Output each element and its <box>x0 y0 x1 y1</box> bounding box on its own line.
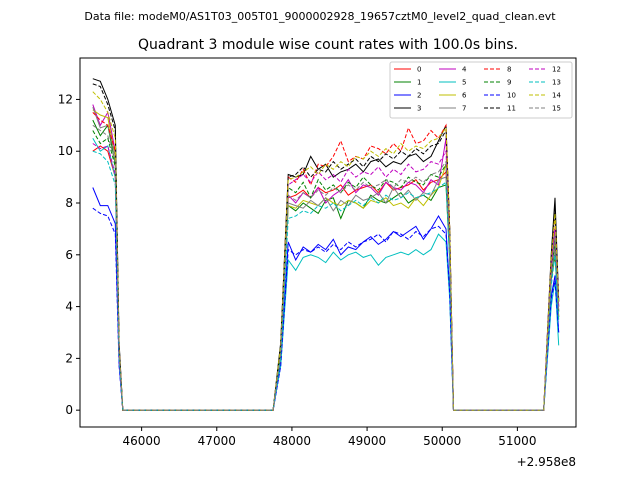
legend-label-12: 12 <box>552 66 561 74</box>
y-tick-label: 8 <box>65 196 73 210</box>
legend-label-11: 11 <box>507 105 516 113</box>
x-tick-label: 50000 <box>423 434 461 448</box>
plot-area <box>92 78 560 411</box>
x-tick-label: 48000 <box>273 434 311 448</box>
y-tick-label: 6 <box>65 248 73 262</box>
legend-label-8: 8 <box>507 66 511 74</box>
y-tick-label: 2 <box>65 351 73 365</box>
legend-label-5: 5 <box>462 79 466 87</box>
legend-label-3: 3 <box>417 105 421 113</box>
legend-label-9: 9 <box>507 79 511 87</box>
legend-label-6: 6 <box>462 92 467 100</box>
legend-label-15: 15 <box>552 105 561 113</box>
legend-label-1: 1 <box>417 79 421 87</box>
figure-suptitle: Data file: modeM0/AS1T03_005T01_90000029… <box>84 10 556 23</box>
x-axis-offset-label: +2.958e8 <box>517 455 576 469</box>
x-tick-label: 49000 <box>348 434 386 448</box>
legend-label-4: 4 <box>462 66 467 74</box>
series-line-15 <box>92 124 560 411</box>
x-tick-label: 47000 <box>198 434 236 448</box>
series-line-10 <box>92 207 560 411</box>
y-tick-label: 4 <box>65 300 73 314</box>
y-axis: 0 2 4 6 8 10 12 <box>58 92 80 417</box>
legend-box <box>389 61 573 119</box>
y-tick-label: 12 <box>58 92 73 106</box>
x-tick-label: 51000 <box>498 434 536 448</box>
series-layer <box>92 78 560 411</box>
legend-label-7: 7 <box>462 105 466 113</box>
legend-label-14: 14 <box>552 92 561 100</box>
y-tick-label: 0 <box>65 403 73 417</box>
y-tick-label: 10 <box>58 144 73 158</box>
axes-frame <box>79 57 577 428</box>
legend-label-0: 0 <box>417 66 421 74</box>
legend-label-2: 2 <box>417 92 421 100</box>
chart-title: Quadrant 3 module wise count rates with … <box>138 37 518 53</box>
legend-label-10: 10 <box>507 92 516 100</box>
legend-label-13: 13 <box>552 79 561 87</box>
x-tick-label: 46000 <box>123 434 161 448</box>
x-axis: 46000 47000 48000 49000 50000 51000 <box>123 427 536 448</box>
